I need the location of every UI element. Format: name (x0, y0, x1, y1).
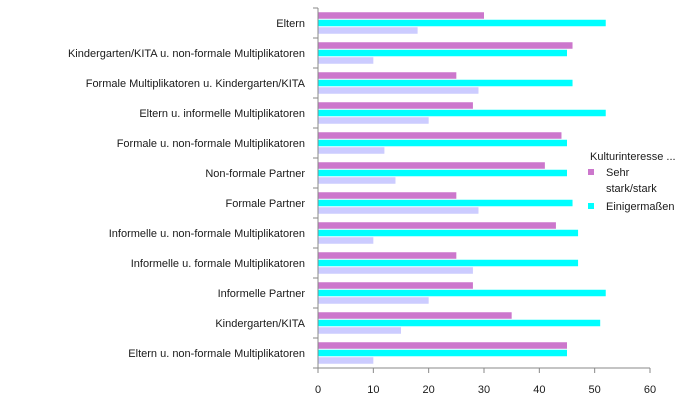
bar-sehr-stark-stark (318, 12, 484, 19)
x-tick-label: 0 (315, 384, 321, 396)
axes-layer (313, 7, 651, 373)
legend-label: Sehr (606, 167, 630, 179)
x-tick-label: 60 (644, 384, 656, 396)
x-tick-label: 30 (478, 384, 490, 396)
bar-sehr-stark-stark (318, 132, 562, 139)
bar-series-3 (318, 297, 429, 304)
bar-einigermaßen (318, 139, 567, 147)
bar-einigermaßen (318, 79, 573, 87)
legend-label: stark/stark (606, 183, 657, 195)
bars-layer (318, 12, 606, 364)
bar-einigermaßen (318, 169, 567, 177)
bar-series-3 (318, 357, 374, 364)
category-label: Non-formale Partner (205, 168, 305, 180)
bar-sehr-stark-stark (318, 342, 567, 349)
bar-sehr-stark-stark (318, 282, 473, 289)
legend-swatch (588, 169, 594, 175)
category-label: Informelle u. non-formale Multiplikatore… (109, 228, 305, 240)
bar-series-3 (318, 117, 429, 124)
bar-series-3 (318, 57, 374, 64)
bar-einigermaßen (318, 49, 567, 57)
category-label: Eltern u. non-formale Multiplikatoren (128, 348, 305, 360)
category-label: Formale u. non-formale Multiplikatoren (117, 138, 305, 150)
bar-sehr-stark-stark (318, 222, 556, 229)
bar-series-3 (318, 147, 385, 154)
x-tick-label: 50 (589, 384, 601, 396)
bar-series-3 (318, 237, 374, 244)
bar-sehr-stark-stark (318, 72, 457, 79)
bar-sehr-stark-stark (318, 102, 473, 109)
category-label: Formale Multiplikatoren u. Kindergarten/… (86, 78, 306, 90)
bar-sehr-stark-stark (318, 42, 573, 49)
legend-label: Einigermaßen (606, 201, 674, 213)
bar-series-3 (318, 177, 396, 184)
bar-sehr-stark-stark (318, 162, 545, 169)
category-label: Formale Partner (226, 198, 306, 210)
category-label: Kindergarten/KITA u. non-formale Multipl… (68, 48, 305, 60)
x-tick-label: 20 (423, 384, 435, 396)
x-tick-label: 10 (367, 384, 379, 396)
bar-einigermaßen (318, 199, 573, 207)
bar-series-3 (318, 87, 479, 94)
bar-series-3 (318, 267, 473, 274)
legend: Kulturinteresse ... Sehr stark/stark Einige… (588, 151, 676, 213)
legend-title: Kulturinteresse ... (590, 151, 676, 163)
bar-einigermaßen (318, 259, 579, 267)
bar-einigermaßen (318, 289, 606, 297)
category-label: Eltern (276, 18, 305, 30)
category-label: Eltern u. informelle Multiplikatoren (139, 108, 305, 120)
bar-series-3 (318, 27, 418, 34)
bar-series-3 (318, 207, 479, 214)
bar-sehr-stark-stark (318, 312, 512, 319)
category-label: Kindergarten/KITA (215, 318, 305, 330)
bar-sehr-stark-stark (318, 252, 457, 259)
category-label: Informelle Partner (218, 288, 306, 300)
bar-series-3 (318, 327, 401, 334)
legend-swatch (588, 203, 594, 209)
bar-einigermaßen (318, 229, 579, 237)
bar-einigermaßen (318, 319, 601, 327)
bar-einigermaßen (318, 109, 606, 117)
x-tick-label: 40 (533, 384, 545, 396)
bar-sehr-stark-stark (318, 192, 457, 199)
bar-einigermaßen (318, 349, 567, 357)
labels-layer: Eltern Kindergarten/KITA u. non-formale M… (68, 18, 656, 396)
bar-einigermaßen (318, 19, 606, 27)
category-label: Informelle u. formale Multiplikatoren (131, 258, 305, 270)
